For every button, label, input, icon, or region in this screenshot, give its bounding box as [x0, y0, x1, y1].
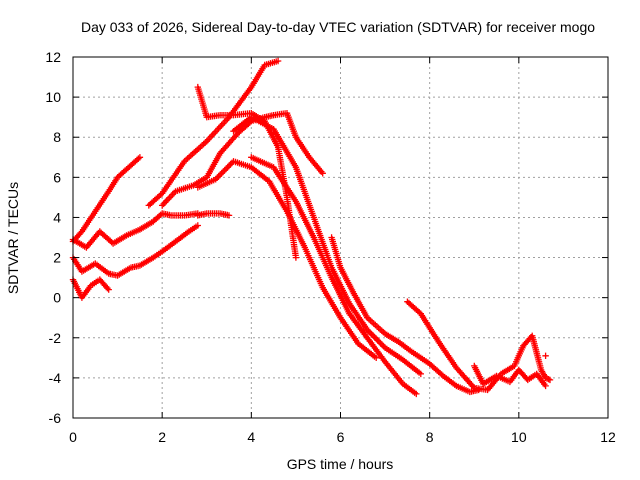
y-tick-label: 8 — [53, 129, 61, 145]
y-tick-label: 0 — [53, 290, 61, 306]
data-series-track-12 — [328, 234, 482, 396]
y-tick-label: 4 — [53, 209, 61, 225]
data-series-track-11 — [230, 114, 424, 378]
data-points-track-15 — [542, 352, 549, 359]
y-tick-label: -6 — [49, 410, 62, 426]
data-points-track-6 — [145, 57, 282, 209]
x-tick-label: 12 — [600, 429, 616, 445]
y-tick-label: -2 — [49, 330, 62, 346]
x-tick-label: 2 — [158, 429, 166, 445]
data-series-track-3 — [194, 210, 233, 219]
data-series-track-14 — [471, 362, 549, 390]
y-tick-label: 2 — [53, 250, 61, 266]
data-points-track-11 — [230, 114, 424, 378]
grid — [73, 57, 608, 418]
chart-title: Day 033 of 2026, Sidereal Day-to-day VTE… — [81, 19, 595, 35]
axis-ticks: 0 2 4 6 8 10 12 -6 -4 -2 0 2 4 6 8 10 12 — [45, 49, 616, 445]
data-points-track-9 — [194, 158, 380, 361]
data-points-track-12 — [328, 234, 482, 396]
data-series-track-6 — [145, 57, 282, 209]
y-tick-label: 6 — [53, 169, 61, 185]
data-points-track-3 — [194, 210, 233, 219]
x-tick-label: 8 — [426, 429, 434, 445]
x-tick-label: 10 — [511, 429, 527, 445]
data-series-track-9 — [194, 158, 380, 361]
data-points-track-10 — [248, 154, 420, 398]
x-tick-label: 4 — [247, 429, 255, 445]
data-points-track-14 — [471, 362, 549, 390]
x-tick-label: 0 — [69, 429, 77, 445]
y-axis-label: SDTVAR / TECUs — [5, 182, 21, 294]
x-tick-label: 6 — [337, 429, 345, 445]
y-tick-label: -4 — [49, 370, 62, 386]
y-tick-label: 12 — [45, 49, 61, 65]
data-series-track-10 — [248, 154, 420, 398]
data-series-track-15 — [542, 352, 549, 359]
x-axis-label: GPS time / hours — [287, 456, 394, 472]
y-tick-label: 10 — [45, 89, 61, 105]
